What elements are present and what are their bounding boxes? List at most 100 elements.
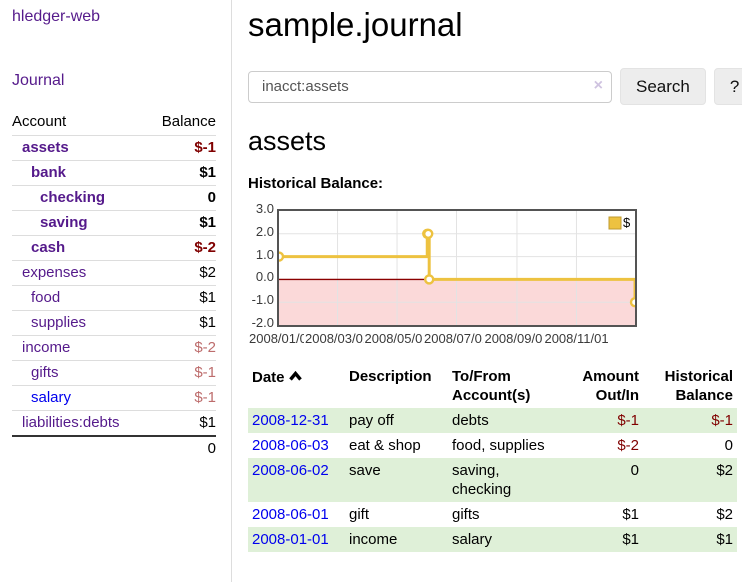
- accounts-column-header: To/From Account(s): [452, 368, 531, 404]
- account-link-saving[interactable]: saving: [40, 214, 88, 231]
- transaction-row: 2008-12-31 pay off debts $-1 $-1: [248, 408, 737, 433]
- transaction-balance: $2: [716, 462, 733, 479]
- legend-label: $: [623, 215, 631, 230]
- transaction-accounts: saving, checking: [452, 462, 512, 498]
- account-row: checking 0: [12, 185, 216, 211]
- account-link-supplies[interactable]: supplies: [31, 314, 87, 331]
- description-column-header: Description: [349, 368, 432, 385]
- account-link-expenses[interactable]: expenses: [22, 264, 87, 281]
- transaction-accounts: salary: [452, 531, 493, 548]
- chart-plot-area: $: [277, 209, 637, 327]
- transaction-description: save: [349, 462, 381, 479]
- account-link-checking[interactable]: checking: [40, 189, 106, 206]
- account-column-header: Account: [12, 113, 67, 130]
- historical-balance-chart: $ 3.0 2.0 1.0 0.0 -1.0 -2.0 2008/01/01 2008/03/…: [248, 201, 728, 347]
- account-balance: $2: [147, 260, 216, 286]
- transaction-balance: $2: [716, 506, 733, 523]
- transaction-accounts: gifts: [452, 506, 480, 523]
- transaction-row: 2008-06-02 save saving, checking 0 $2: [248, 458, 737, 502]
- data-point-marker: [424, 274, 435, 285]
- transaction-date-link[interactable]: 2008-06-03: [252, 437, 329, 454]
- account-link-food[interactable]: food: [31, 289, 61, 306]
- account-row: salary $-1: [12, 385, 216, 411]
- transaction-amount: 0: [630, 462, 639, 479]
- account-balance: $-1: [147, 385, 216, 411]
- y-axis-tick-label: 0.0: [255, 269, 274, 285]
- x-axis-tick-label: 2008/09/01: [483, 331, 551, 346]
- account-balance: $1: [147, 210, 216, 236]
- register-table: Date Description To/From Account(s) Amou…: [248, 364, 737, 552]
- x-axis-tick-label: 2008/01/01: [248, 331, 316, 346]
- register-header-row: Date Description To/From Account(s) Amou…: [248, 364, 737, 408]
- transaction-row: 2008-06-03 eat & shop food, supplies $-2…: [248, 433, 737, 458]
- search-button[interactable]: Search: [620, 68, 706, 105]
- chart-canvas: $: [279, 211, 635, 325]
- chart-title: Historical Balance:: [248, 175, 384, 192]
- app-title-link[interactable]: hledger-web: [12, 8, 101, 25]
- transaction-amount: $-1: [617, 412, 639, 429]
- account-row: bank $1: [12, 160, 216, 186]
- date-column-header[interactable]: Date: [248, 364, 345, 408]
- main-content: sample.journal × Search ? assets Histori…: [232, 0, 742, 582]
- y-axis-tick-label: 2.0: [255, 223, 274, 239]
- account-link-cash[interactable]: cash: [31, 239, 66, 256]
- account-link-liabilities-debts[interactable]: liabilities:debts: [22, 414, 120, 431]
- x-axis-tick-label: 2008/05/01: [363, 331, 431, 346]
- transaction-description: eat & shop: [349, 437, 421, 454]
- total-balance: 0: [147, 435, 216, 461]
- account-link-salary[interactable]: salary: [31, 389, 72, 406]
- y-axis-tick-label: -1.0: [251, 292, 274, 308]
- legend-swatch-icon: [608, 216, 622, 230]
- transaction-row: 2008-01-01 income salary $1 $1: [248, 527, 737, 552]
- transaction-amount: $1: [622, 506, 639, 523]
- account-row: liabilities:debts $1: [12, 410, 216, 436]
- help-button[interactable]: ?: [713, 68, 742, 105]
- account-row: supplies $1: [12, 310, 216, 336]
- amount-column-header: Amount Out/In: [582, 368, 639, 404]
- account-balance: $1: [147, 285, 216, 311]
- transaction-date-link[interactable]: 2008-06-01: [252, 506, 329, 523]
- x-axis-tick-label: 2008/03/01: [304, 331, 372, 346]
- clear-search-icon[interactable]: ×: [593, 76, 603, 94]
- account-link-gifts[interactable]: gifts: [31, 364, 59, 381]
- y-axis-tick-label: 1.0: [255, 246, 274, 262]
- journal-link[interactable]: Journal: [12, 72, 65, 89]
- balance-column-header: Historical Balance: [664, 368, 733, 404]
- transaction-balance: 0: [724, 437, 733, 454]
- account-balance: $-2: [147, 235, 216, 261]
- transaction-description: gift: [349, 506, 370, 523]
- transaction-date-link[interactable]: 2008-12-31: [252, 412, 329, 429]
- y-axis-tick-label: 3.0: [255, 201, 274, 216]
- data-point-marker: [629, 297, 635, 308]
- y-axis-tick-label: -2.0: [251, 315, 274, 330]
- account-balance-table: Account Balance assets $-1 bank $1 check…: [12, 110, 216, 461]
- x-axis-tick-label: 2008/11/01: [543, 331, 610, 346]
- transaction-date-link[interactable]: 2008-06-02: [252, 462, 329, 479]
- transaction-balance: $-1: [711, 412, 733, 429]
- account-link-assets[interactable]: assets: [22, 139, 69, 156]
- sidebar-item-journal: Journal: [12, 72, 226, 90]
- account-row: food $1: [12, 285, 216, 311]
- transaction-description: income: [349, 531, 398, 548]
- account-balance: $1: [147, 310, 216, 336]
- sidebar: hledger-web Journal Account Balance asse…: [0, 0, 232, 582]
- transaction-amount: $-2: [617, 437, 639, 454]
- transaction-description: pay off: [349, 412, 394, 429]
- account-balance: $-2: [147, 335, 216, 361]
- transaction-row: 2008-06-01 gift gifts $1 $2: [248, 502, 737, 527]
- search-input[interactable]: [248, 70, 612, 103]
- transaction-amount: $1: [622, 531, 639, 548]
- account-row: income $-2: [12, 335, 216, 361]
- account-row: expenses $2: [12, 260, 216, 286]
- account-row: cash $-2: [12, 235, 216, 261]
- balance-column-header: Balance: [161, 113, 216, 130]
- account-row: gifts $-1: [12, 360, 216, 386]
- account-balance: $-1: [147, 360, 216, 386]
- data-point-marker: [279, 251, 285, 262]
- x-axis-tick-label: 2008/07/01: [423, 331, 491, 346]
- page-title: sample.journal: [248, 6, 463, 43]
- account-link-income[interactable]: income: [22, 339, 71, 356]
- transaction-date-link[interactable]: 2008-01-01: [252, 531, 329, 548]
- account-balance: 0: [147, 185, 216, 211]
- account-link-bank[interactable]: bank: [31, 164, 67, 181]
